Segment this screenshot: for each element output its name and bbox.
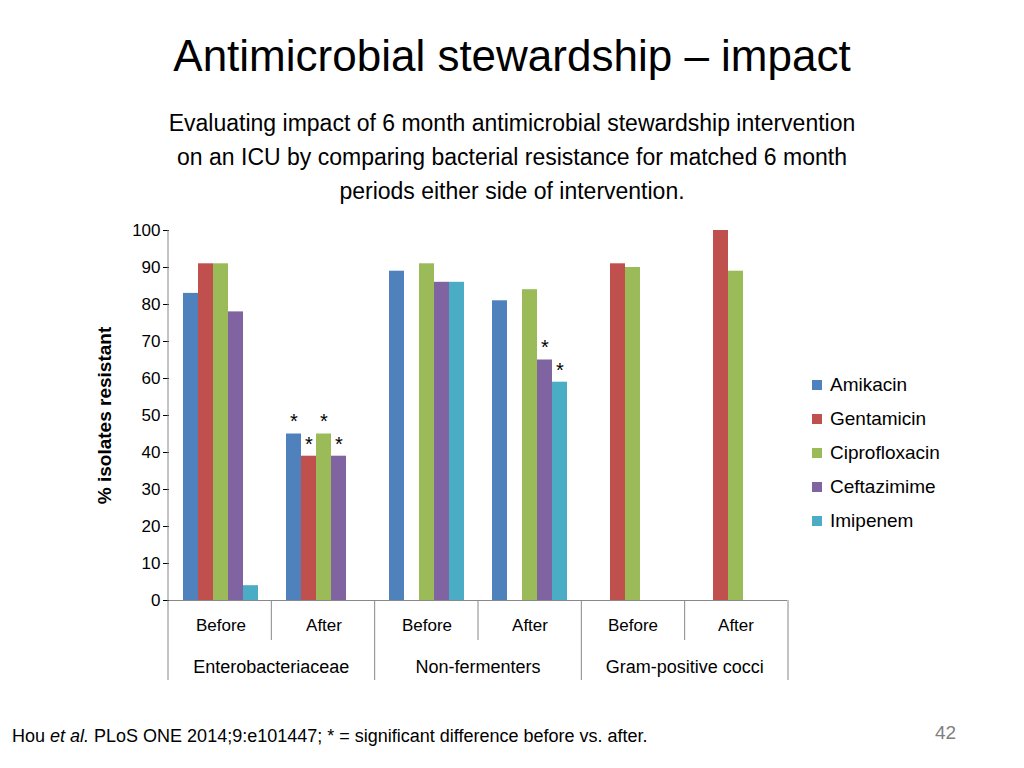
html-text:42: 42 xyxy=(935,722,957,743)
svg-text:100: 100 xyxy=(132,221,160,240)
svg-text:After: After xyxy=(718,616,754,635)
svg-text:*: * xyxy=(556,359,564,381)
svg-text:Non-fermenters: Non-fermenters xyxy=(415,657,540,677)
svg-text:Before: Before xyxy=(196,616,246,635)
svg-text:40: 40 xyxy=(142,443,161,462)
html-text:Evaluating impact of 6 month a: Evaluating impact of 6 month antimicrobi… xyxy=(168,110,856,136)
html-text:Imipenem: Imipenem xyxy=(830,510,914,531)
svg-text:70: 70 xyxy=(142,332,161,351)
html-text:Ceftazimime: Ceftazimime xyxy=(830,476,936,497)
html-text:Ciprofloxacin: Ciprofloxacin xyxy=(830,442,940,463)
svg-text:Gram-positive cocci: Gram-positive cocci xyxy=(606,657,764,677)
svg-text:50: 50 xyxy=(142,406,161,425)
svg-text:After: After xyxy=(512,616,548,635)
svg-text:90: 90 xyxy=(142,258,161,277)
html-text:Antimicrobial stewardship – im: Antimicrobial stewardship – impact xyxy=(173,31,851,80)
svg-text:20: 20 xyxy=(142,517,161,536)
svg-text:After: After xyxy=(306,616,342,635)
svg-text:60: 60 xyxy=(142,369,161,388)
svg-text:*: * xyxy=(335,433,343,455)
html-text:Hou et al. PLoS ONE 2014;9:e10: Hou et al. PLoS ONE 2014;9:e101447; * = … xyxy=(12,726,648,746)
svg-text:10: 10 xyxy=(142,554,161,573)
svg-text:Before: Before xyxy=(402,616,452,635)
html-text:Amikacin: Amikacin xyxy=(830,374,908,395)
svg-text:% isolates resistant: % isolates resistant xyxy=(94,326,115,504)
svg-text:80: 80 xyxy=(142,295,161,314)
svg-text:Before: Before xyxy=(608,616,658,635)
svg-text:*: * xyxy=(305,433,313,455)
svg-text:*: * xyxy=(541,336,549,358)
svg-text:30: 30 xyxy=(142,480,161,499)
svg-text:*: * xyxy=(320,410,328,432)
html-text:on an ICU by comparing bacteri: on an ICU by comparing bacterial resista… xyxy=(177,144,847,170)
svg-text:Enterobacteriaceae: Enterobacteriaceae xyxy=(193,657,349,677)
svg-text:*: * xyxy=(290,410,298,432)
svg-text:0: 0 xyxy=(151,591,160,610)
html-text:periods either side of interve: periods either side of intervention. xyxy=(339,178,685,204)
html-text:Gentamicin: Gentamicin xyxy=(830,408,927,429)
